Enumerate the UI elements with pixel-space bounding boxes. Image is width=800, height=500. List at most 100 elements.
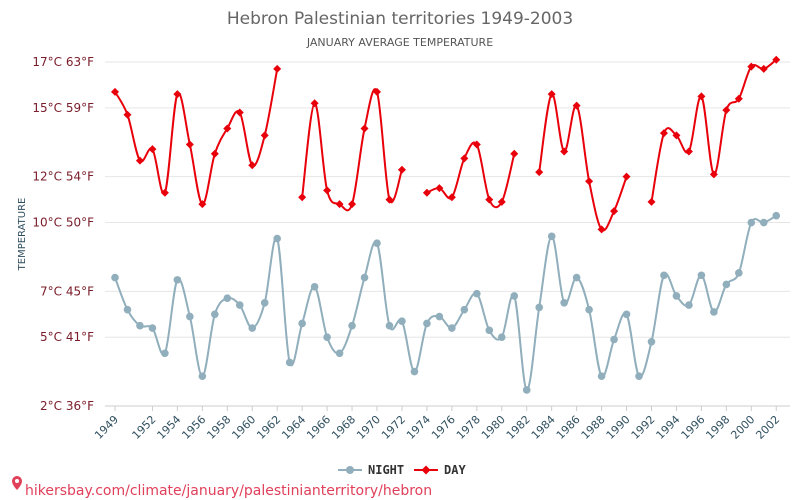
day-point[interactable]: [547, 90, 556, 99]
day-point[interactable]: [722, 106, 731, 115]
night-point[interactable]: [697, 271, 706, 280]
day-point[interactable]: [397, 165, 406, 174]
night-point[interactable]: [248, 324, 257, 332]
day-point[interactable]: [373, 87, 382, 96]
night-point[interactable]: [560, 299, 568, 307]
day-point[interactable]: [422, 188, 431, 197]
day-point[interactable]: [472, 140, 481, 149]
night-point[interactable]: [772, 211, 781, 220]
day-point[interactable]: [485, 195, 494, 204]
day-point[interactable]: [560, 147, 569, 156]
day-point[interactable]: [385, 195, 394, 204]
day-point[interactable]: [360, 124, 369, 133]
night-point[interactable]: [136, 321, 144, 330]
day-point[interactable]: [310, 99, 319, 108]
day-point[interactable]: [447, 193, 456, 202]
night-point[interactable]: [161, 349, 169, 358]
day-point[interactable]: [672, 131, 681, 140]
night-point[interactable]: [597, 372, 606, 380]
day-point[interactable]: [610, 207, 619, 216]
night-point[interactable]: [410, 367, 419, 376]
day-point[interactable]: [684, 147, 693, 156]
day-point[interactable]: [260, 131, 269, 140]
night-point[interactable]: [273, 234, 281, 243]
day-point[interactable]: [185, 140, 194, 149]
night-point[interactable]: [423, 319, 431, 328]
day-point[interactable]: [734, 94, 743, 103]
night-point[interactable]: [335, 349, 344, 358]
legend-item-day[interactable]: DAY: [414, 463, 466, 477]
day-point[interactable]: [597, 225, 606, 234]
night-point[interactable]: [211, 310, 219, 319]
day-point[interactable]: [435, 184, 444, 193]
night-point[interactable]: [186, 312, 194, 321]
night-point[interactable]: [448, 324, 456, 332]
night-point[interactable]: [647, 337, 656, 346]
night-point[interactable]: [398, 317, 406, 325]
night-point[interactable]: [435, 312, 444, 321]
night-point[interactable]: [497, 333, 506, 342]
night-point[interactable]: [260, 299, 269, 307]
night-point[interactable]: [173, 276, 182, 284]
night-point[interactable]: [660, 271, 668, 280]
day-point[interactable]: [210, 149, 219, 158]
day-point[interactable]: [148, 145, 157, 154]
night-point[interactable]: [323, 333, 331, 342]
night-point[interactable]: [198, 372, 207, 380]
day-point[interactable]: [759, 64, 768, 73]
day-point[interactable]: [323, 186, 332, 195]
night-point[interactable]: [635, 372, 643, 380]
night-point[interactable]: [373, 239, 381, 247]
night-point[interactable]: [310, 282, 319, 291]
day-point[interactable]: [622, 172, 631, 181]
night-point[interactable]: [572, 273, 581, 282]
night-point[interactable]: [535, 303, 544, 312]
footer[interactable]: hikersbay.com/climate/january/palestinia…: [12, 476, 432, 499]
day-point[interactable]: [335, 200, 344, 209]
night-point[interactable]: [235, 301, 244, 309]
night-point[interactable]: [547, 232, 556, 241]
night-point[interactable]: [223, 294, 232, 303]
day-point[interactable]: [510, 149, 519, 158]
day-point[interactable]: [647, 197, 656, 206]
day-point[interactable]: [535, 168, 544, 177]
night-point[interactable]: [585, 305, 593, 314]
night-point[interactable]: [298, 319, 306, 328]
day-point[interactable]: [572, 101, 581, 110]
day-point[interactable]: [460, 154, 469, 163]
night-point[interactable]: [735, 269, 743, 277]
day-point[interactable]: [497, 197, 506, 206]
day-point[interactable]: [160, 188, 169, 197]
night-point[interactable]: [522, 386, 531, 394]
night-point[interactable]: [622, 310, 631, 319]
night-point[interactable]: [285, 358, 294, 367]
night-point[interactable]: [460, 305, 469, 314]
day-point[interactable]: [198, 200, 207, 209]
night-point[interactable]: [685, 301, 693, 309]
day-point[interactable]: [659, 129, 668, 138]
day-point[interactable]: [235, 108, 244, 117]
day-point[interactable]: [298, 193, 307, 202]
day-point[interactable]: [248, 161, 257, 170]
night-point[interactable]: [710, 308, 718, 316]
night-point[interactable]: [348, 321, 356, 330]
night-point[interactable]: [473, 289, 481, 298]
day-point[interactable]: [123, 110, 132, 119]
night-point[interactable]: [722, 280, 731, 289]
day-point[interactable]: [273, 64, 282, 73]
day-point[interactable]: [135, 156, 144, 165]
night-point[interactable]: [610, 335, 618, 344]
day-point[interactable]: [747, 62, 756, 71]
night-point[interactable]: [510, 292, 519, 300]
day-point[interactable]: [348, 200, 357, 209]
day-point[interactable]: [772, 55, 781, 64]
night-point[interactable]: [360, 273, 369, 282]
night-point[interactable]: [385, 321, 394, 330]
day-point[interactable]: [173, 90, 182, 99]
legend-item-night[interactable]: NIGHT: [338, 463, 404, 477]
night-point[interactable]: [123, 305, 132, 314]
day-point[interactable]: [223, 124, 232, 133]
night-point[interactable]: [672, 292, 681, 300]
night-point[interactable]: [759, 218, 768, 227]
night-point[interactable]: [111, 273, 119, 282]
